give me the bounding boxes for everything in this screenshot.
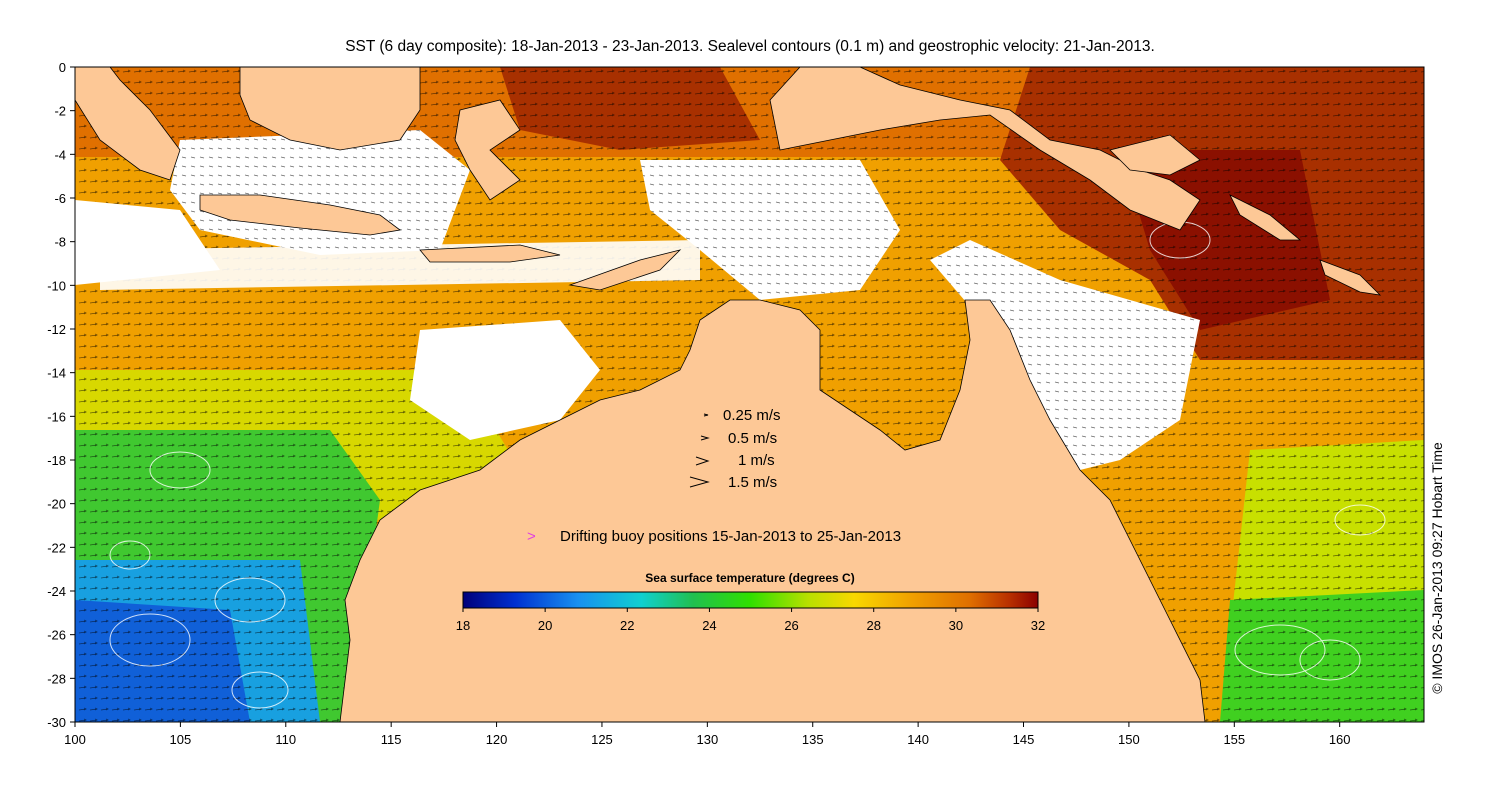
x-tick-label-4: 120: [486, 732, 508, 747]
plot-area: [75, 67, 1424, 722]
land-australia: [339, 299, 1206, 722]
colorbar-ticks: 18 20 22 24 26 28 30 32: [456, 608, 1045, 633]
x-axis: 100 105 110 115 120 125 130 135 140 145 150 155 160: [64, 722, 1351, 747]
colorbar-tick-label-3: 24: [702, 618, 716, 633]
chart-title: SST (6 day composite): 18-Jan-2013 - 23-…: [345, 38, 1155, 55]
y-tick-label-13: -26: [47, 628, 66, 643]
land-borneo: [239, 67, 421, 151]
buoy-marker: >: [527, 528, 536, 545]
y-tick-label-15: -30: [47, 715, 66, 730]
land-solomons-2: [1319, 259, 1382, 296]
land-sumatra: [75, 67, 181, 181]
y-tick-label-8: -16: [47, 409, 66, 424]
buoy-label: Drifting buoy positions 15-Jan-2013 to 2…: [560, 528, 901, 545]
x-tick-label-5: 125: [591, 732, 613, 747]
colorbar-tick-label-0: 18: [456, 618, 470, 633]
x-tick-label-1: 105: [170, 732, 192, 747]
land-solomons: [1229, 194, 1302, 241]
buoy-legend: > Drifting buoy positions 15-Jan-2013 to…: [527, 528, 901, 545]
colorbar-label: Sea surface temperature (degrees C): [645, 571, 854, 585]
land-new-guinea: [769, 67, 1201, 231]
x-tick-label-9: 145: [1013, 732, 1035, 747]
velocity-label-1: 0.5 m/s: [728, 430, 777, 447]
colorbar-tick-label-1: 20: [538, 618, 552, 633]
y-tick-label-6: -12: [47, 322, 66, 337]
y-tick-label-9: -18: [47, 453, 66, 468]
y-tick-label-1: -2: [54, 104, 66, 119]
velocity-label-3: 1.5 m/s: [728, 474, 777, 491]
y-tick-label-10: -20: [47, 497, 66, 512]
x-tick-label-12: 160: [1329, 732, 1351, 747]
colorbar-tick-label-4: 26: [784, 618, 798, 633]
velocity-label-2: 1 m/s: [738, 452, 775, 469]
velocity-legend: 0.25 m/s 0.5 m/s 1 m/s 1.5 m/s: [689, 407, 781, 491]
x-tick-label-0: 100: [64, 732, 86, 747]
colorbar-tick-label-2: 22: [620, 618, 634, 633]
land-lesser-sunda: [419, 244, 561, 263]
land-new-britain: [1109, 134, 1201, 176]
colorbar-tick-label-5: 28: [866, 618, 880, 633]
velocity-arrow-2: [695, 456, 710, 466]
x-tick-label-2: 110: [275, 732, 296, 747]
y-tick-label-7: -14: [47, 366, 66, 381]
y-axis: 0 -2 -4 -6 -8 -10 -12 -14 -16 -18 -20 -22 -24 -26 -28 -…: [47, 60, 75, 730]
land-sulawesi: [454, 99, 521, 201]
credit-text: © IMOS 26-Jan-2013 09:27 Hobart Time: [1429, 442, 1445, 694]
y-tick-label-2: -4: [54, 147, 66, 162]
y-tick-label-4: -8: [54, 235, 66, 250]
colorbar: Sea surface temperature (degrees C) 18 20…: [456, 571, 1045, 633]
land-java: [199, 194, 401, 236]
x-tick-label-7: 135: [802, 732, 824, 747]
colorbar-tick-label-6: 30: [949, 618, 963, 633]
y-tick-label-11: -22: [47, 540, 66, 555]
velocity-arrow-1: [700, 435, 710, 441]
plot-frame: [74, 66, 1425, 723]
land-timor: [568, 249, 682, 291]
y-tick-label-0: 0: [59, 60, 66, 75]
colorbar-gradient: [462, 591, 1039, 609]
y-tick-label-5: -10: [47, 278, 66, 293]
y-tick-label-12: -24: [47, 584, 66, 599]
x-tick-label-8: 140: [907, 732, 929, 747]
colorbar-tick-label-7: 32: [1031, 618, 1045, 633]
x-tick-label-3: 115: [381, 732, 402, 747]
x-tick-label-6: 130: [696, 732, 718, 747]
y-tick-label-14: -28: [47, 671, 66, 686]
land-masses: [75, 67, 1382, 722]
x-tick-label-10: 150: [1118, 732, 1140, 747]
x-tick-label-11: 155: [1223, 732, 1245, 747]
velocity-arrow-0: [703, 413, 709, 417]
y-tick-label-3: -6: [54, 191, 66, 206]
sealevel-contours: [109, 221, 1386, 709]
velocity-arrow-3: [689, 476, 710, 488]
velocity-label-0: 0.25 m/s: [723, 407, 781, 424]
